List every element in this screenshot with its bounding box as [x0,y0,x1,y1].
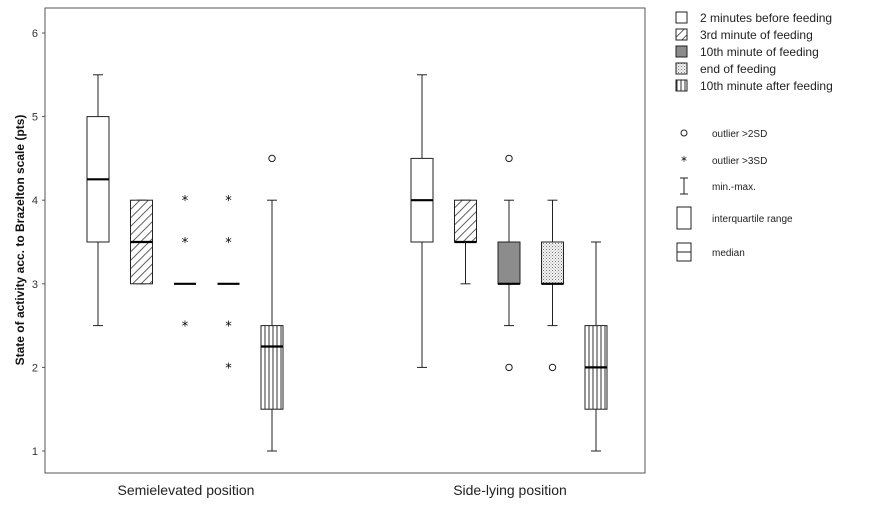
box-1-group-2 [410,74,434,368]
symbol-legend-label: outlier >3SD [712,156,767,167]
outlier-3sd: * [182,194,189,209]
legend-symbol-outlier-3sd: * [681,154,687,168]
y-tick-label: 3 [32,279,38,291]
plot-frame [44,7,646,474]
legend-label: 10th minute after feeding [700,79,833,93]
symbol-legend-label: outlier >2SD [712,129,767,140]
y-axis-ticks: 1 2 3 4 5 6 [32,28,45,458]
series-legend: 2 minutes before feeding 3rd minute of fe… [675,11,833,93]
category-label-semielevated: Semielevated position [118,482,255,498]
box-1-group-1 [86,74,110,327]
outlier-2sd [268,154,276,163]
symbol-legend-label: min.-max. [712,182,756,193]
box-5-group-1 [260,154,284,452]
box-5-group-2 [584,241,608,452]
outlier-3sd: * [225,361,232,376]
symbol-legend-label: interquartile range [712,214,793,225]
y-tick-label: 1 [32,446,38,458]
legend-label: end of feeding [700,62,776,76]
box-3-group-1: * * * [174,194,196,335]
box-4-group-1: * * * * [217,194,240,376]
outlier-2sd [548,363,557,372]
outlier-3sd: * [225,236,232,251]
y-axis-label: State of activity acc. to Brazelton scal… [13,115,27,366]
box-2-group-1 [130,199,153,285]
iqr-box [260,325,284,410]
legend-label: 10th minute of feeding [700,45,819,59]
outlier-3sd: * [182,320,189,335]
outlier-3sd: * [225,320,232,335]
y-tick-label: 5 [32,112,38,124]
y-tick-label: 4 [32,195,38,207]
legend-label: 2 minutes before feeding [700,11,832,25]
category-label-side-lying: Side-lying position [453,482,567,498]
legend-label: 3rd minute of feeding [700,28,813,42]
y-tick-label: 2 [32,362,38,374]
outlier-3sd: * [182,236,189,251]
symbol-legend-label: median [712,248,745,259]
iqr-box [454,199,477,243]
iqr-box [497,241,521,285]
iqr-box [541,241,564,285]
legend-swatch [675,28,688,41]
box-2-group-2 [454,199,477,285]
symbol-legend: outlier >2SD * outlier >3SD min.-max. interq… [676,129,793,262]
box-series: * * * * * * * [86,74,608,452]
legend-swatch [675,79,688,92]
legend-swatch [675,62,688,75]
box-4-group-2 [541,199,564,372]
outlier-3sd: * [225,194,232,209]
legend-symbol-iqr [676,206,692,230]
outlier-2sd [505,363,513,372]
legend-swatch [675,45,688,58]
outlier-2sd [505,154,513,163]
box-3-group-2 [497,154,521,372]
legend-swatch [675,11,688,24]
legend-symbol-outlier-2sd [680,129,688,137]
y-tick-label: 6 [32,28,38,40]
